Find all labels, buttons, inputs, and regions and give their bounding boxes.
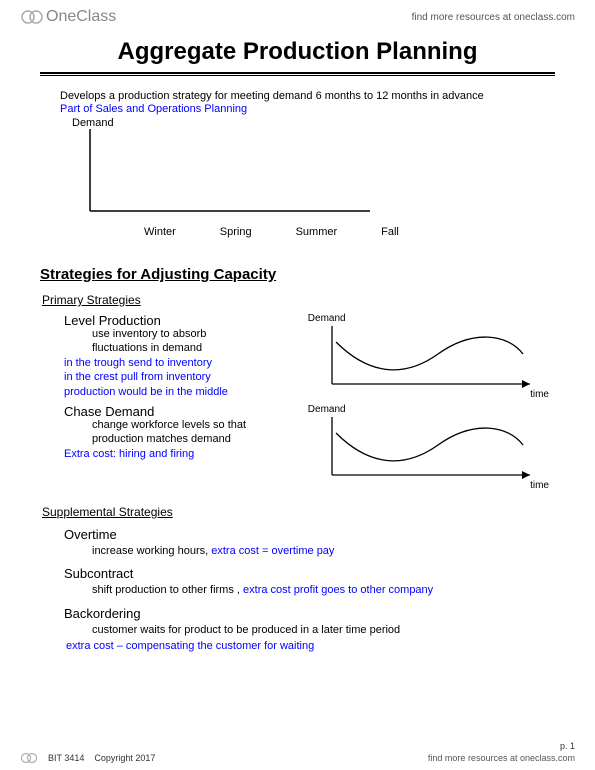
footer-right: p. 1 find more resources at oneclass.com (428, 741, 575, 764)
supp-desc: increase working hours, extra cost = ove… (92, 544, 555, 558)
footer-left: BIT 3414 Copyright 2017 (20, 752, 155, 764)
chart1-axes (80, 129, 400, 219)
supp-backordering: Backordering customer waits for product … (64, 606, 555, 654)
supp-title: Backordering (64, 606, 555, 621)
mini-chart-svg (308, 415, 538, 487)
page-footer: BIT 3414 Copyright 2017 p. 1 find more r… (0, 741, 595, 764)
strategy-chase-demand: Chase Demand change workforce levels so … (40, 404, 555, 491)
strategy-note: in the trough send to inventory (64, 357, 308, 371)
strategy-desc: fluctuations in demand (92, 342, 308, 356)
supp-desc-note: extra cost = overtime pay (211, 545, 334, 557)
level-production-chart: Demand time (308, 313, 555, 400)
chart1-ylabel: Demand (72, 117, 555, 129)
intro-note: Part of Sales and Operations Planning (60, 103, 555, 115)
page-header: OneClass find more resources at oneclass… (0, 0, 595, 30)
footer-resources-link[interactable]: find more resources at oneclass.com (428, 753, 575, 763)
supp-desc-note: extra cost – compensating the customer f… (66, 639, 555, 653)
strategy-title: Chase Demand (64, 404, 308, 419)
chase-demand-chart: Demand time (308, 404, 555, 491)
strategy-note: production would be in the middle (64, 386, 308, 400)
content-area: Develops a production strategy for meeti… (0, 76, 595, 653)
strategy-note: in the crest pull from inventory (64, 371, 308, 385)
chart1-xlabels: Winter Spring Summer Fall (144, 226, 555, 238)
strategy-desc: production matches demand (92, 433, 308, 447)
footer-copyright: Copyright 2017 (94, 753, 155, 763)
footer-page-number: p. 1 (428, 741, 575, 751)
page-title: Aggregate Production Planning (0, 38, 595, 66)
supp-title: Subcontract (64, 566, 555, 581)
supp-subcontract: Subcontract shift production to other fi… (64, 566, 555, 597)
footer-course: BIT 3414 (48, 753, 84, 763)
supp-desc: customer waits for product to be produce… (92, 623, 555, 637)
mini-chart-ylabel: Demand (308, 313, 555, 324)
strategy-level-production: Level Production use inventory to absorb… (40, 313, 555, 400)
season-label: Winter (144, 226, 176, 238)
supp-desc-text: customer waits for product to be produce… (92, 624, 400, 636)
supp-title: Overtime (64, 527, 555, 542)
strategy-title: Level Production (64, 313, 308, 328)
strategy-text: Level Production use inventory to absorb… (40, 313, 308, 400)
mini-chart-svg (308, 324, 538, 396)
supp-desc: shift production to other firms , extra … (92, 583, 555, 597)
season-label: Spring (220, 226, 252, 238)
header-resources-link[interactable]: find more resources at oneclass.com (412, 12, 575, 23)
mini-chart-ylabel: Demand (308, 404, 555, 415)
strategy-desc: use inventory to absorb (92, 328, 308, 342)
season-label: Summer (296, 226, 338, 238)
rings-icon (20, 9, 44, 25)
strategy-note: Extra cost: hiring and firing (64, 448, 308, 462)
season-demand-chart: Demand Winter Spring Summer Fall (80, 117, 555, 238)
brand-name: OneClass (46, 8, 116, 26)
rings-icon (20, 752, 38, 764)
strategy-desc: change workforce levels so that (92, 419, 308, 433)
brand-logo: OneClass (20, 8, 116, 26)
season-label: Fall (381, 226, 399, 238)
strategy-text: Chase Demand change workforce levels so … (40, 404, 308, 461)
supp-desc-text: increase working hours, (92, 545, 211, 557)
supplemental-strategies-label: Supplemental Strategies (42, 505, 555, 519)
supp-desc-text: shift production to other firms , (92, 584, 243, 596)
supp-desc-note: extra cost profit goes to other company (243, 584, 433, 596)
primary-strategies-label: Primary Strategies (42, 293, 555, 307)
section-strategies-heading: Strategies for Adjusting Capacity (40, 266, 555, 283)
intro-text: Develops a production strategy for meeti… (60, 90, 555, 102)
supp-overtime: Overtime increase working hours, extra c… (64, 527, 555, 558)
